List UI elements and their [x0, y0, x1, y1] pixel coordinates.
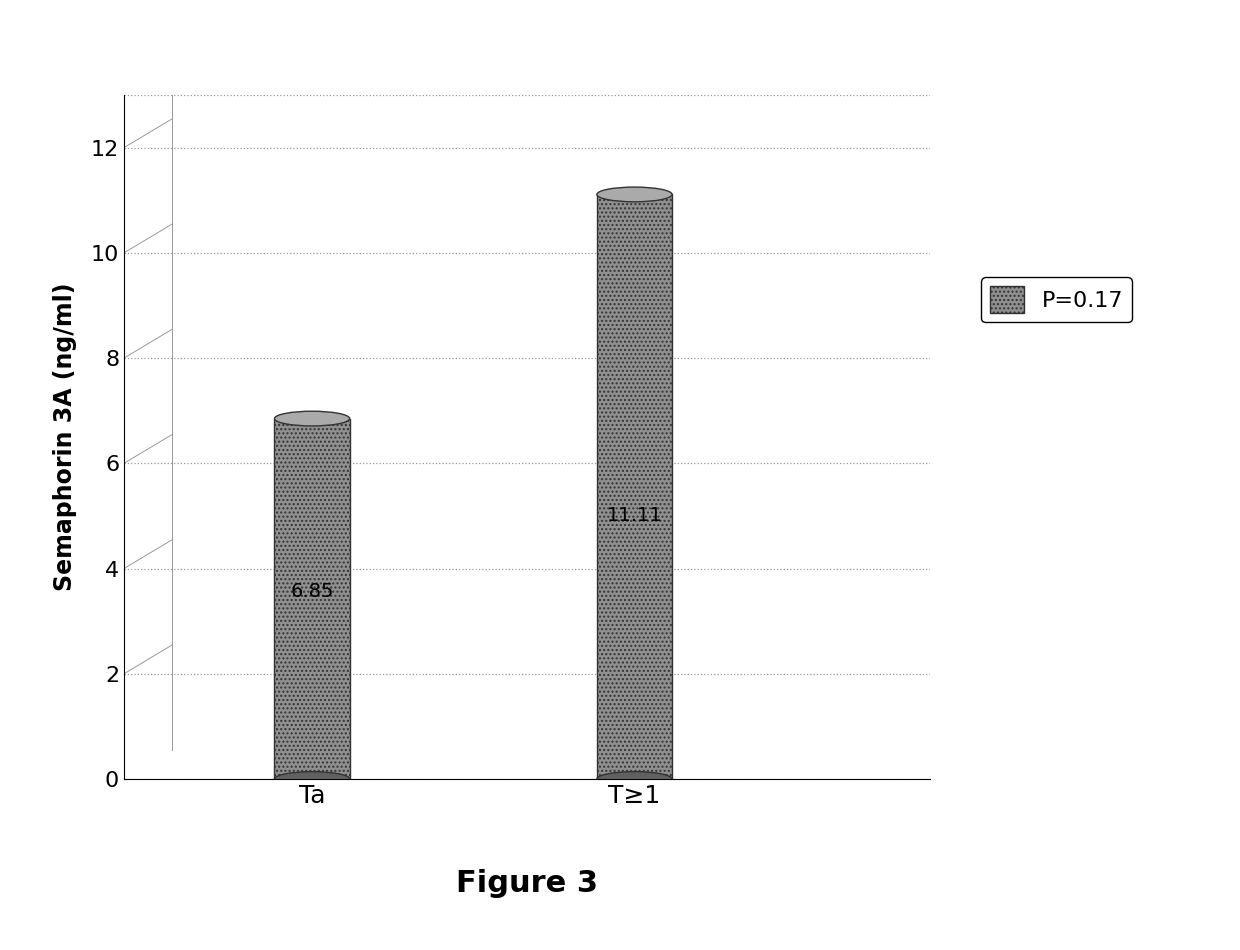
Y-axis label: Semaphorin 3A (ng/ml): Semaphorin 3A (ng/ml) — [53, 283, 77, 591]
Ellipse shape — [596, 187, 672, 201]
Bar — [274, 419, 350, 779]
Bar — [596, 195, 672, 779]
Ellipse shape — [274, 411, 350, 426]
Text: Figure 3: Figure 3 — [456, 869, 598, 898]
Legend: P=0.17: P=0.17 — [981, 277, 1132, 322]
Text: 11.11: 11.11 — [606, 506, 662, 525]
Ellipse shape — [596, 771, 672, 787]
Ellipse shape — [274, 771, 350, 787]
Text: 6.85: 6.85 — [290, 582, 334, 601]
